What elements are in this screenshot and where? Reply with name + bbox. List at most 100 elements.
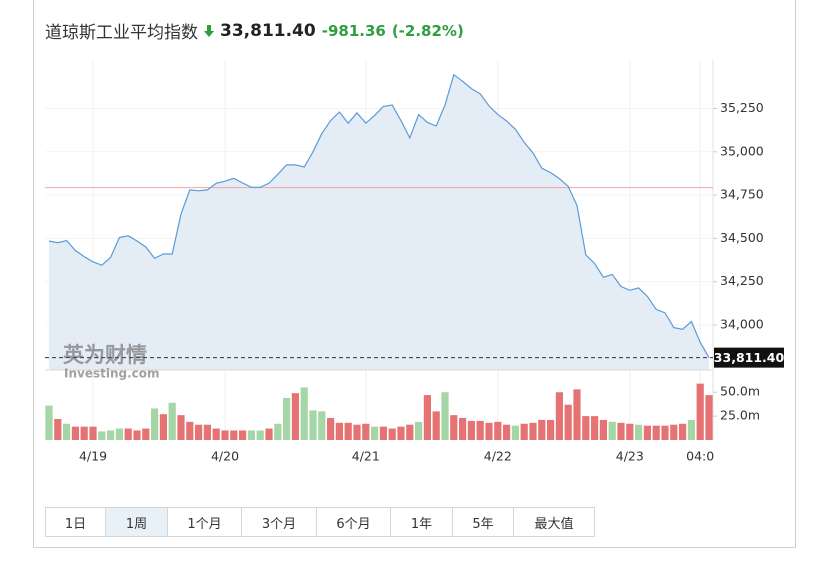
volume-bar <box>459 418 467 440</box>
range-button[interactable]: 1周 <box>106 508 168 536</box>
volume-bar <box>168 402 176 440</box>
volume-bar <box>362 423 370 440</box>
volume-bar <box>652 425 660 440</box>
range-button[interactable]: 5年 <box>453 508 514 536</box>
chart: 4/19 4/20 4/21 4/22 4/23 04:0 34,000 34,250 34,5… <box>45 60 785 464</box>
volume-bar <box>520 423 528 440</box>
volume-bar <box>159 414 167 440</box>
volume-bar <box>71 426 79 440</box>
widget-frame <box>33 0 796 548</box>
range-button[interactable]: 6个月 <box>317 508 391 536</box>
volume-bar <box>45 405 53 440</box>
y-tick-label: 34,000 <box>720 316 764 331</box>
volume-bar <box>256 430 264 440</box>
volume-bar <box>494 421 502 440</box>
volume-bar <box>177 415 185 440</box>
volume-bar <box>617 422 625 440</box>
volume-bar <box>679 423 687 440</box>
volume-bar <box>265 428 273 440</box>
volume-bar <box>538 419 546 440</box>
range-button[interactable]: 最大值 <box>534 516 574 532</box>
volume-bar <box>503 424 511 440</box>
volume-bar <box>608 421 616 440</box>
volume-bar <box>555 392 563 440</box>
last-price-label: 33,811.40 <box>714 350 785 365</box>
watermark: 英为财情 <box>63 343 147 367</box>
volume-bar <box>371 426 379 440</box>
volume-bar <box>591 416 599 440</box>
watermark: Investing.com <box>64 367 160 381</box>
y-tick-label: 35,250 <box>720 100 764 115</box>
volume-bar <box>327 418 335 440</box>
title: 道琼斯工业平均指数 <box>45 23 198 43</box>
volume-bar <box>318 411 326 440</box>
volume-bar <box>450 415 458 440</box>
price: 33,811.40 <box>220 20 316 41</box>
volume-bar <box>353 424 361 440</box>
volume-bar <box>230 430 238 440</box>
volume-bar <box>388 428 396 440</box>
volume-bar <box>309 410 317 440</box>
range-buttons: 1日 1周 1个月 3个月 6个月 1年 5年 最大值 <box>45 507 595 537</box>
volume-bar <box>635 424 643 440</box>
volume-bar <box>415 421 423 440</box>
volume-bar <box>441 392 449 440</box>
range-button[interactable]: 1日 <box>46 508 106 536</box>
x-tick-label: 4/20 <box>211 449 239 464</box>
volume-bar <box>432 411 440 440</box>
volume-bar <box>397 426 405 440</box>
down-arrow <box>204 24 214 37</box>
volume-bar <box>239 430 247 440</box>
volume-bar <box>142 428 150 440</box>
volume-bar <box>467 420 475 440</box>
range-button[interactable]: 1年 <box>391 508 453 536</box>
change: -981.36 <box>321 21 386 40</box>
range-button[interactable]: 1个月 <box>168 508 242 536</box>
x-tick-label: 04:0 <box>686 449 714 464</box>
volume-bar <box>529 422 537 440</box>
last-price-box <box>714 347 784 368</box>
volume-bar <box>344 422 352 440</box>
volume-bar <box>212 428 220 440</box>
volume-bar <box>221 430 229 440</box>
x-tick-label: 4/22 <box>484 449 512 464</box>
y-tick-label: 34,250 <box>720 273 764 288</box>
x-tick-label: 4/21 <box>352 449 380 464</box>
volume-bar <box>335 422 343 440</box>
y-tick-label: 34,500 <box>720 230 764 245</box>
volume-bar <box>300 387 308 440</box>
volume-bar <box>661 425 669 440</box>
volume-bar <box>696 383 704 440</box>
volume-bar <box>107 430 115 440</box>
volume-bar <box>54 418 62 440</box>
x-tick-label: 4/23 <box>616 449 644 464</box>
volume-bar <box>670 424 678 440</box>
volume-bar <box>247 430 255 440</box>
volume-bar <box>476 420 484 440</box>
volume-bar <box>511 425 519 440</box>
volume-bar <box>89 426 97 440</box>
volume-bar <box>133 430 141 440</box>
header: 道琼斯工业平均指数 33,811.40 -981.36 (-2.82%) <box>45 18 464 44</box>
range-button[interactable]: 3个月 <box>242 508 317 536</box>
volume-bar <box>291 393 299 440</box>
volume-bar <box>599 419 607 440</box>
y-tick-label: 25.0m <box>720 408 760 423</box>
price-line <box>48 73 710 358</box>
volume-bar <box>687 419 695 440</box>
volume-bar <box>80 426 88 440</box>
volume-bar <box>186 421 194 440</box>
volume-bar <box>573 389 581 440</box>
volume-bar <box>626 423 634 440</box>
volume-bar <box>98 431 106 440</box>
volume-bar <box>274 423 282 440</box>
change-percent: (-2.82%) <box>391 21 464 40</box>
volume-bar <box>63 423 71 440</box>
volume-bar <box>124 428 132 440</box>
volume-bar <box>423 395 431 440</box>
volume-bar <box>547 419 555 440</box>
y-tick-label: 35,000 <box>720 143 764 158</box>
volume-bar <box>705 395 713 440</box>
x-tick-label: 4/19 <box>79 449 107 464</box>
